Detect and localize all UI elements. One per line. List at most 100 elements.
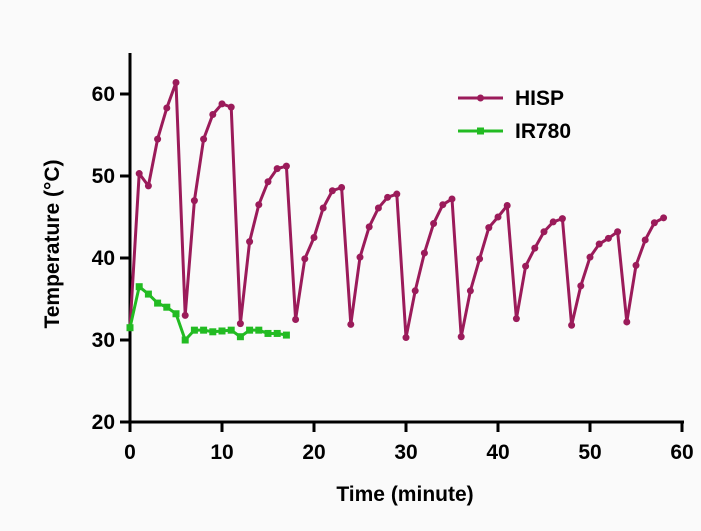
data-point-hisp <box>614 228 622 236</box>
data-point-hisp <box>154 135 162 143</box>
data-point-hisp <box>494 213 502 221</box>
data-point-hisp <box>218 100 226 108</box>
data-point-hisp <box>255 201 263 209</box>
y-axis-title: Temperature (°C) <box>41 159 64 328</box>
series-line-ir780 <box>128 285 287 342</box>
data-point-ir780 <box>200 326 208 334</box>
data-point-hisp <box>347 320 355 328</box>
x-tick-label: 50 <box>578 441 601 464</box>
data-point-hisp <box>338 183 346 191</box>
data-point-hisp <box>411 287 419 295</box>
plot-area <box>126 79 668 344</box>
data-point-hisp <box>236 320 244 328</box>
data-point-hisp <box>163 104 171 112</box>
data-point-ir780 <box>181 336 189 344</box>
data-point-hisp <box>172 79 180 87</box>
data-point-hisp <box>586 253 594 261</box>
data-point-ir780 <box>172 310 180 318</box>
data-point-hisp <box>558 215 566 223</box>
data-point-hisp <box>209 111 217 118</box>
y-tick-label: 40 <box>92 247 115 270</box>
data-point-hisp <box>181 311 189 319</box>
data-point-hisp <box>227 103 235 111</box>
x-tick-label: 40 <box>486 441 509 464</box>
data-point-ir780 <box>126 324 134 332</box>
data-point-hisp <box>568 321 576 329</box>
data-point-hisp <box>503 202 511 210</box>
data-point-hisp <box>522 262 530 270</box>
x-tick-label: 30 <box>394 441 417 464</box>
data-point-ir780 <box>144 290 152 298</box>
x-tick-label: 20 <box>302 441 325 464</box>
data-point-hisp <box>190 197 198 205</box>
data-point-ir780 <box>282 331 290 339</box>
data-point-hisp <box>549 218 557 226</box>
x-axis-title: Time (minute) <box>336 483 473 506</box>
data-point-hisp <box>310 234 318 241</box>
data-point-ir780 <box>246 326 254 334</box>
axes: 0 10 20 30 40 50 60 20 30 40 50 60 <box>92 53 694 464</box>
data-point-hisp <box>476 255 484 263</box>
data-point-ir780 <box>209 328 217 336</box>
legend-marker-hisp <box>477 94 484 102</box>
x-tick-label: 0 <box>124 441 136 464</box>
data-point-hisp <box>402 334 410 342</box>
data-point-ir780 <box>273 329 281 337</box>
data-point-ir780 <box>218 327 226 335</box>
data-point-hisp <box>135 170 143 178</box>
data-point-hisp <box>623 318 631 326</box>
series-line-hisp <box>128 81 665 340</box>
x-tick-label: 10 <box>210 441 233 464</box>
data-point-ir780 <box>190 326 198 334</box>
y-tick-label: 30 <box>92 329 115 352</box>
data-point-hisp <box>246 238 254 246</box>
data-point-ir780 <box>163 303 171 311</box>
data-point-ir780 <box>255 326 263 334</box>
data-point-hisp <box>393 190 401 198</box>
data-point-hisp <box>512 315 520 323</box>
y-tick-label: 50 <box>92 165 115 188</box>
data-point-hisp <box>604 234 612 242</box>
data-point-hisp <box>531 244 539 252</box>
data-point-ir780 <box>154 299 162 307</box>
legend-label-ir780: IR780 <box>515 120 571 143</box>
data-point-hisp <box>200 135 208 143</box>
data-point-hisp <box>485 224 493 232</box>
data-point-hisp <box>430 220 438 228</box>
data-point-hisp <box>420 249 428 257</box>
data-point-hisp <box>282 162 290 170</box>
data-point-ir780 <box>135 283 143 291</box>
data-point-hisp <box>577 282 585 290</box>
data-point-hisp <box>632 261 640 269</box>
data-point-hisp <box>292 316 300 323</box>
data-point-hisp <box>384 193 392 201</box>
data-point-hisp <box>144 182 152 190</box>
x-tick-label: 60 <box>670 441 693 464</box>
data-point-ir780 <box>227 326 235 334</box>
data-point-hisp <box>264 178 272 186</box>
data-point-hisp <box>448 195 456 203</box>
data-point-hisp <box>540 228 548 236</box>
data-point-hisp <box>457 333 465 341</box>
data-point-hisp <box>660 214 668 222</box>
data-point-hisp <box>319 204 327 212</box>
data-point-ir780 <box>236 333 244 341</box>
data-point-hisp <box>374 204 382 212</box>
y-tick-label: 20 <box>92 411 115 434</box>
data-point-hisp <box>328 187 336 195</box>
data-point-hisp <box>595 240 603 248</box>
data-point-hisp <box>301 255 309 263</box>
data-point-hisp <box>273 165 281 173</box>
data-point-hisp <box>356 253 364 261</box>
y-tick-label: 60 <box>92 83 115 106</box>
data-point-hisp <box>641 236 649 244</box>
legend: HISP IR780 <box>458 87 571 143</box>
data-point-ir780 <box>264 329 272 337</box>
data-point-hisp <box>439 201 447 209</box>
legend-marker-ir780 <box>477 127 484 135</box>
data-point-hisp <box>650 219 658 227</box>
legend-label-hisp: HISP <box>515 87 564 110</box>
data-point-hisp <box>466 287 474 295</box>
data-point-hisp <box>365 223 373 231</box>
